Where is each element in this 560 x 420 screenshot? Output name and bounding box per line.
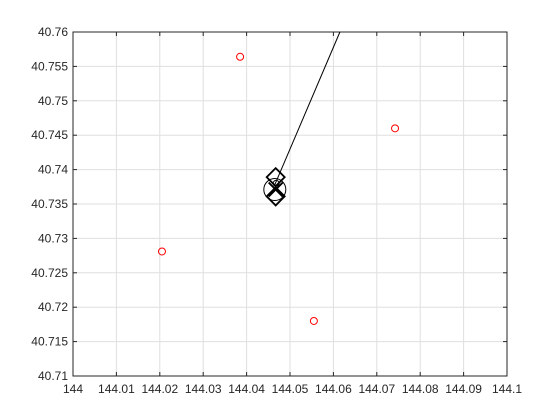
- x-tick-label: 144.01: [98, 382, 135, 396]
- data-point: [157, 247, 166, 256]
- circle-marker: [263, 178, 287, 202]
- data-point: [309, 316, 318, 325]
- cross-marker-stroke: [268, 181, 284, 198]
- x-tick-label: 144.06: [315, 382, 352, 396]
- y-tick-label: 40.72: [38, 300, 68, 314]
- x-tick-label: 144.07: [358, 382, 395, 396]
- x-tick-label: 144.05: [272, 382, 309, 396]
- data-point: [391, 124, 400, 133]
- x-tick-label: 144: [63, 382, 83, 396]
- y-tick-label: 40.75: [38, 94, 68, 108]
- y-tick-label: 40.755: [31, 59, 68, 73]
- x-tick-label: 144.1: [492, 382, 522, 396]
- y-tick-label: 40.725: [31, 266, 68, 280]
- y-tick-label: 40.715: [31, 335, 68, 349]
- x-tick-label: 144.09: [445, 382, 482, 396]
- y-tick-label: 40.74: [38, 163, 68, 177]
- data-point: [236, 52, 245, 61]
- x-tick-label: 144.08: [402, 382, 439, 396]
- x-tick-label: 144.02: [141, 382, 178, 396]
- y-tick-label: 40.73: [38, 231, 68, 245]
- diamond-marker: [265, 186, 286, 207]
- y-tick-label: 40.745: [31, 128, 68, 142]
- x-tick-label: 144.03: [185, 382, 222, 396]
- small-marker: [272, 179, 280, 187]
- y-tick-label: 40.76: [38, 25, 68, 39]
- y-tick-label: 40.71: [38, 369, 68, 383]
- track-line: [274, 31, 341, 185]
- x-tick-label: 144.04: [228, 382, 265, 396]
- y-tick-label: 40.735: [31, 197, 68, 211]
